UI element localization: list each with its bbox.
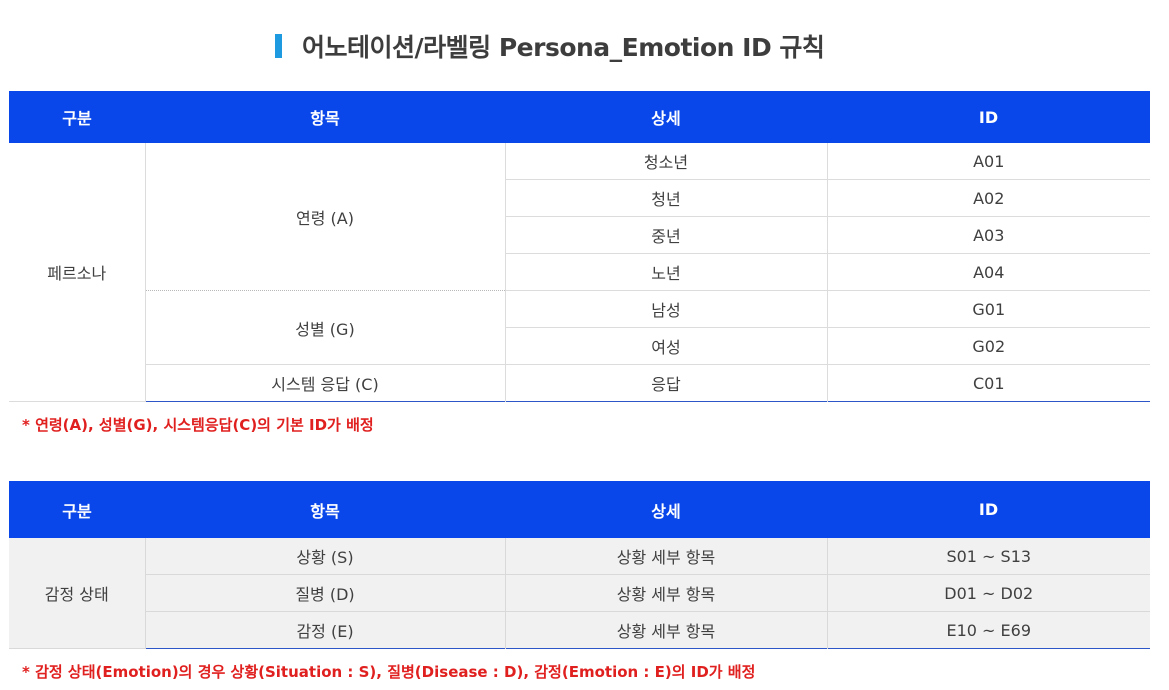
table-row: 중년 A03 — [9, 216, 1150, 254]
slide-title: 어노테이션/라벨링 Persona_Emotion ID 규칙 — [302, 33, 825, 62]
category-persona: 페르소나 — [9, 143, 145, 402]
detail-cell: 응답 — [504, 364, 827, 402]
emotion-id-table: 구분 항목 상세 ID 감정 상태 상황 (S) 상황 세부 항목 S01 ~ … — [9, 481, 1150, 649]
id-cell: D01 ~ D02 — [826, 574, 1150, 612]
persona-footnote: * 연령(A), 성별(G), 시스템응답(C)의 기본 ID가 배정 — [22, 416, 374, 434]
header-item: 항목 — [145, 91, 505, 143]
detail-cell: 상황 세부 항목 — [504, 538, 827, 575]
item-cell: 질병 (D) — [144, 574, 505, 612]
table-row: 감정 (E) 상황 세부 항목 E10 ~ E69 — [9, 611, 1150, 649]
item-system-response: 시스템 응답 (C) — [144, 364, 505, 402]
detail-cell: 중년 — [504, 216, 827, 254]
header-id: ID — [827, 91, 1150, 143]
detail-cell: 여성 — [504, 327, 827, 365]
id-cell: S01 ~ S13 — [826, 538, 1150, 575]
detail-cell: 청소년 — [504, 143, 827, 180]
detail-cell: 상황 세부 항목 — [504, 611, 827, 649]
table-header-row: 구분 항목 상세 ID — [9, 481, 1150, 538]
table-row: 여성 G02 — [9, 327, 1150, 365]
id-cell: G02 — [826, 327, 1150, 365]
category-emotion: 감정 상태 — [9, 538, 145, 649]
header-item: 항목 — [145, 481, 505, 538]
detail-cell: 상황 세부 항목 — [504, 574, 827, 612]
table-row: 노년 A04 — [9, 253, 1150, 291]
item-cell: 감정 (E) — [144, 611, 505, 649]
header-category: 구분 — [9, 481, 145, 538]
table-row: 청년 A02 — [9, 179, 1150, 217]
item-cell: 상황 (S) — [144, 538, 505, 575]
table-row: 성별 (G) 남성 G01 — [9, 290, 1150, 365]
table-row: 페르소나 연령 (A) 청소년 A01 — [9, 143, 1150, 402]
detail-cell: 청년 — [504, 179, 827, 217]
header-id: ID — [827, 481, 1150, 538]
title-accent-bar — [275, 34, 282, 58]
item-gender: 성별 (G) — [144, 290, 505, 365]
slide-title-group: 어노테이션/라벨링 Persona_Emotion ID 규칙 — [275, 28, 825, 64]
emotion-footnote: * 감정 상태(Emotion)의 경우 상황(Situation : S), … — [22, 663, 756, 681]
detail-cell: 남성 — [504, 290, 827, 328]
id-cell: A04 — [826, 253, 1150, 291]
header-detail: 상세 — [505, 91, 827, 143]
table-header-row: 구분 항목 상세 ID — [9, 91, 1150, 143]
id-cell: A03 — [826, 216, 1150, 254]
id-cell: A02 — [826, 179, 1150, 217]
item-age: 연령 (A) — [144, 143, 505, 291]
id-cell: G01 — [826, 290, 1150, 328]
table-row: 시스템 응답 (C) 응답 C01 — [9, 364, 1150, 402]
header-detail: 상세 — [505, 481, 827, 538]
table-row: 감정 상태 상황 (S) 상황 세부 항목 S01 ~ S13 — [9, 538, 1150, 649]
detail-cell: 노년 — [504, 253, 827, 291]
id-cell: E10 ~ E69 — [826, 611, 1150, 649]
header-category: 구분 — [9, 91, 145, 143]
persona-id-table: 구분 항목 상세 ID 페르소나 연령 (A) 청소년 A01 청년 A02 중… — [9, 91, 1150, 402]
id-cell: C01 — [826, 364, 1150, 402]
table-row: 질병 (D) 상황 세부 항목 D01 ~ D02 — [9, 574, 1150, 612]
id-cell: A01 — [826, 143, 1150, 180]
